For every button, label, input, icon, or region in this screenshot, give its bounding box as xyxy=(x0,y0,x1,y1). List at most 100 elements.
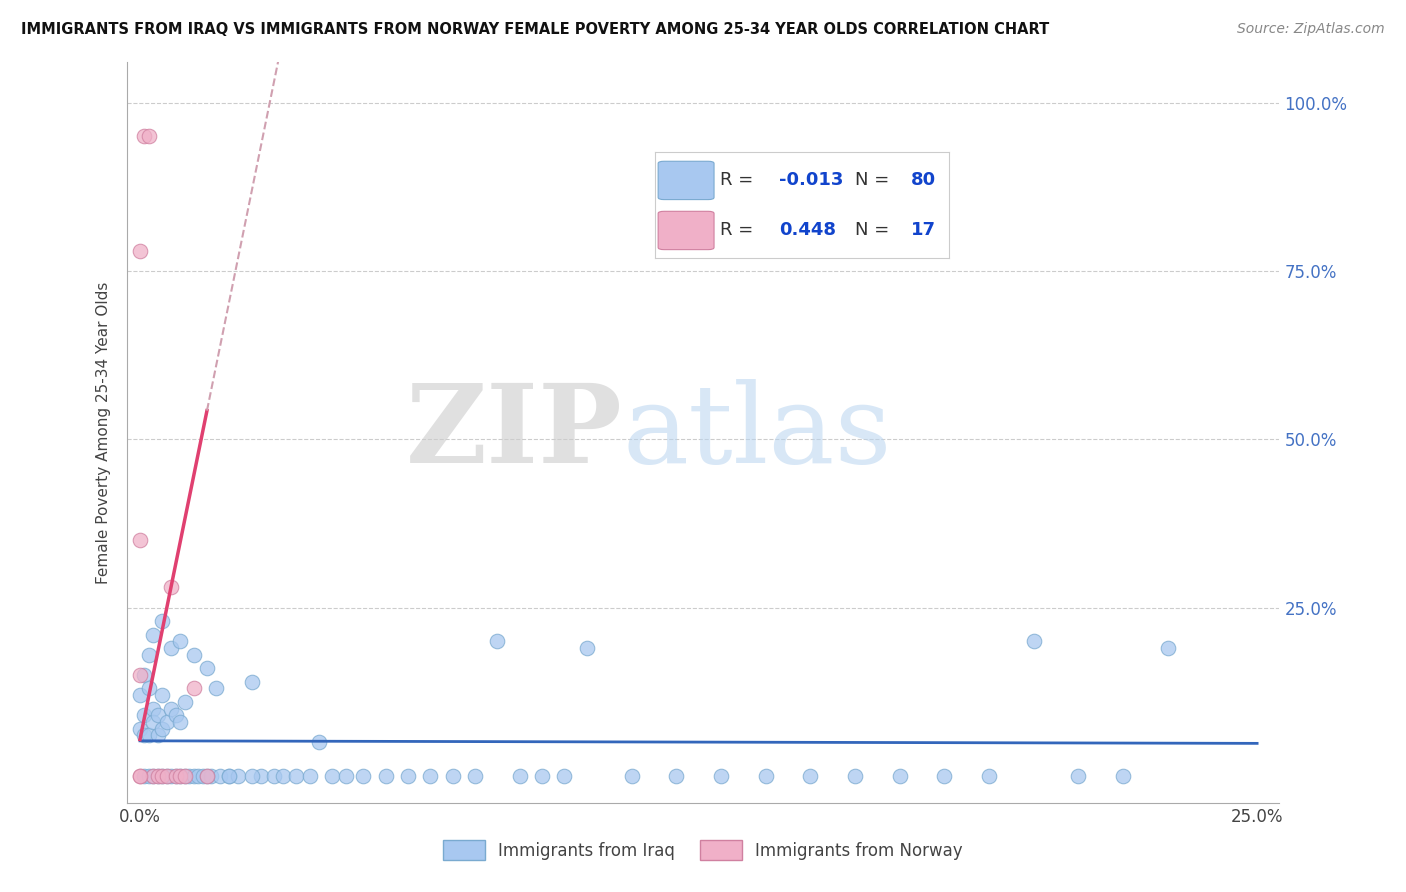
Text: R =: R = xyxy=(720,221,759,239)
Point xyxy=(150,769,173,783)
Point xyxy=(308,735,330,749)
Point xyxy=(285,769,308,783)
Text: -0.013: -0.013 xyxy=(779,171,844,189)
Point xyxy=(183,648,205,662)
Point xyxy=(977,769,1000,783)
Point xyxy=(134,668,156,682)
Point xyxy=(129,533,152,548)
Point xyxy=(195,769,218,783)
Point xyxy=(509,769,531,783)
Point xyxy=(754,769,776,783)
Point xyxy=(173,769,195,783)
Text: 17: 17 xyxy=(911,221,936,239)
FancyBboxPatch shape xyxy=(658,161,714,200)
Point xyxy=(150,614,173,628)
Point xyxy=(129,769,152,783)
Point xyxy=(889,769,911,783)
Point xyxy=(150,688,173,702)
Point xyxy=(321,769,343,783)
Point xyxy=(129,769,152,783)
Point xyxy=(183,769,205,783)
Text: Source: ZipAtlas.com: Source: ZipAtlas.com xyxy=(1237,22,1385,37)
Point xyxy=(195,769,218,783)
Point xyxy=(1067,769,1090,783)
Text: ZIP: ZIP xyxy=(405,379,623,486)
Point xyxy=(150,722,173,736)
Point xyxy=(134,708,156,723)
Point xyxy=(209,769,232,783)
Point xyxy=(129,244,152,258)
Point xyxy=(441,769,464,783)
Point xyxy=(156,714,179,729)
Point xyxy=(486,634,509,648)
Point xyxy=(218,769,240,783)
Point xyxy=(134,769,156,783)
Point xyxy=(146,769,169,783)
Legend: Immigrants from Iraq, Immigrants from Norway: Immigrants from Iraq, Immigrants from No… xyxy=(434,831,972,869)
Y-axis label: Female Poverty Among 25-34 Year Olds: Female Poverty Among 25-34 Year Olds xyxy=(96,282,111,583)
Point xyxy=(134,129,156,144)
Point xyxy=(531,769,554,783)
Point xyxy=(1112,769,1135,783)
Point xyxy=(240,769,263,783)
Point xyxy=(142,769,165,783)
Point xyxy=(165,708,187,723)
Point xyxy=(575,640,598,655)
Text: 80: 80 xyxy=(911,171,936,189)
Point xyxy=(146,729,169,743)
Point xyxy=(419,769,441,783)
Point xyxy=(150,769,173,783)
Point xyxy=(142,714,165,729)
Point xyxy=(177,769,200,783)
Text: IMMIGRANTS FROM IRAQ VS IMMIGRANTS FROM NORWAY FEMALE POVERTY AMONG 25-34 YEAR O: IMMIGRANTS FROM IRAQ VS IMMIGRANTS FROM … xyxy=(21,22,1049,37)
Point xyxy=(187,769,209,783)
Point xyxy=(169,714,191,729)
Point xyxy=(200,769,222,783)
Point xyxy=(710,769,733,783)
Point xyxy=(146,708,169,723)
Point xyxy=(138,648,160,662)
Point xyxy=(160,640,183,655)
Point xyxy=(146,769,169,783)
Point xyxy=(396,769,419,783)
Point xyxy=(165,769,187,783)
Point xyxy=(129,668,152,682)
Text: N =: N = xyxy=(855,221,896,239)
Point xyxy=(169,634,191,648)
Point xyxy=(183,681,205,696)
Point xyxy=(374,769,396,783)
Point xyxy=(195,661,218,675)
Point xyxy=(1022,634,1045,648)
Point xyxy=(142,769,165,783)
Point xyxy=(263,769,285,783)
Point xyxy=(620,769,643,783)
Point xyxy=(226,769,249,783)
Point xyxy=(934,769,956,783)
Text: R =: R = xyxy=(720,171,759,189)
Point xyxy=(298,769,321,783)
Point xyxy=(205,681,228,696)
Point xyxy=(142,701,165,715)
Point xyxy=(160,581,183,595)
Point xyxy=(169,769,191,783)
Point xyxy=(138,681,160,696)
FancyBboxPatch shape xyxy=(658,211,714,250)
Text: 0.448: 0.448 xyxy=(779,221,835,239)
Point xyxy=(169,769,191,783)
Point xyxy=(165,769,187,783)
Point xyxy=(464,769,486,783)
Point xyxy=(138,729,160,743)
Point xyxy=(138,769,160,783)
Point xyxy=(665,769,688,783)
Point xyxy=(138,129,160,144)
Point xyxy=(173,695,195,709)
Point xyxy=(271,769,294,783)
Point xyxy=(352,769,374,783)
Point xyxy=(191,769,214,783)
Point xyxy=(799,769,821,783)
Point xyxy=(240,674,263,689)
Point xyxy=(142,627,165,641)
Point xyxy=(218,769,240,783)
Point xyxy=(335,769,357,783)
Point xyxy=(156,769,179,783)
